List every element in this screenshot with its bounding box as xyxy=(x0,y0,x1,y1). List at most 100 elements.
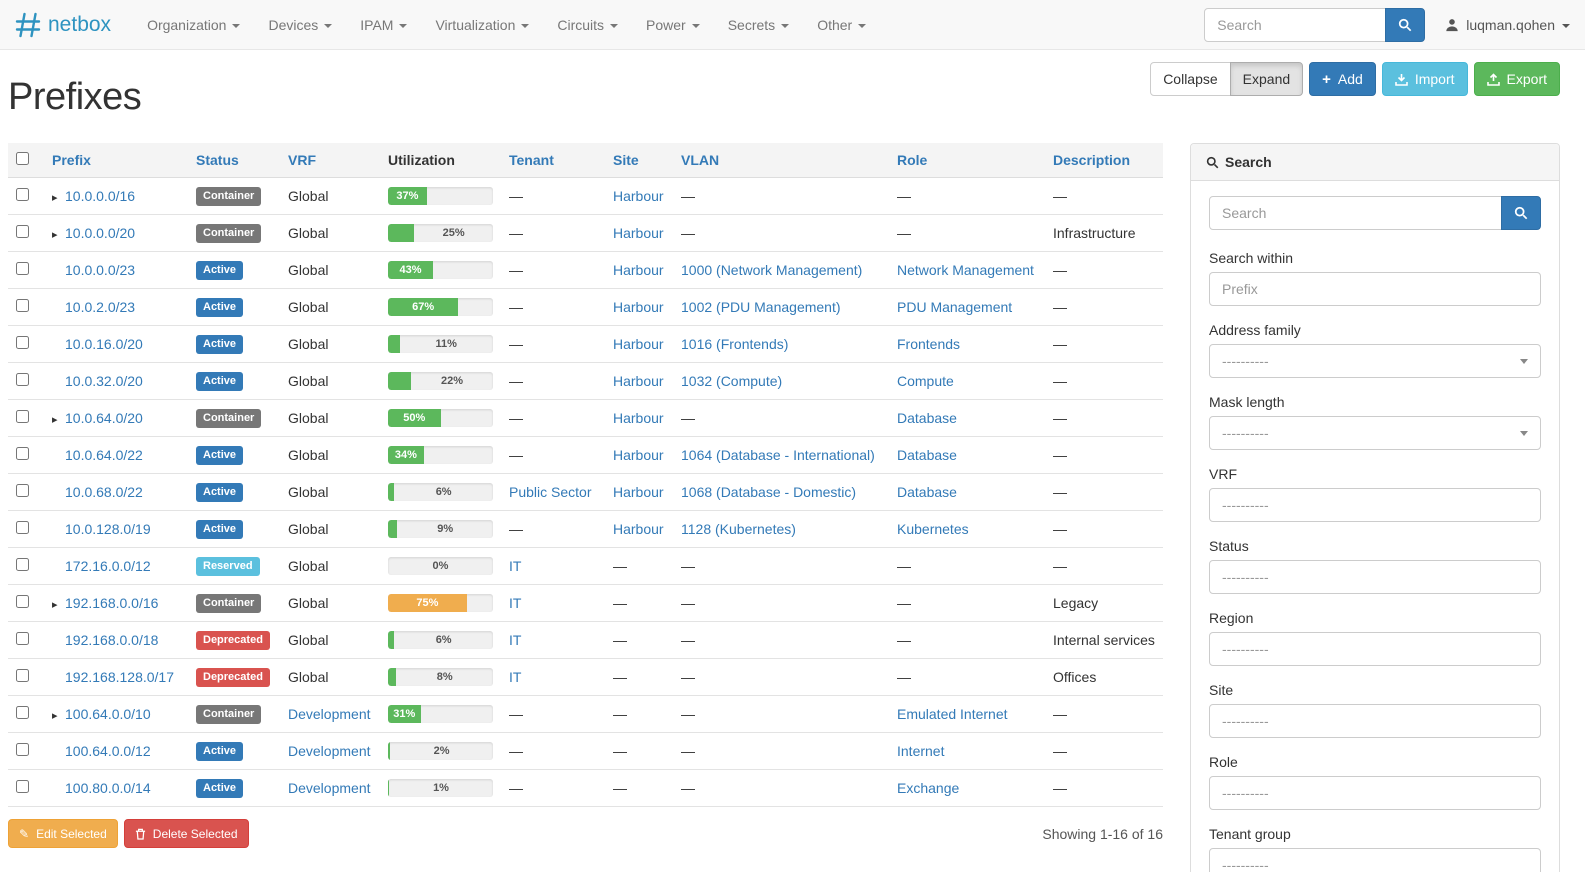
prefix-link[interactable]: 10.0.16.0/20 xyxy=(65,336,143,352)
filter-search-input[interactable] xyxy=(1209,196,1502,230)
prefix-link[interactable]: 10.0.68.0/22 xyxy=(65,484,143,500)
vlan-link[interactable]: 1064 (Database - International) xyxy=(681,447,875,463)
filter-input-status[interactable] xyxy=(1209,560,1541,594)
filter-search-button[interactable] xyxy=(1501,196,1541,230)
vlan-link[interactable]: 1068 (Database - Domestic) xyxy=(681,484,857,500)
edit-selected-button[interactable]: ✎ Edit Selected xyxy=(8,819,118,848)
role-link[interactable]: Exchange xyxy=(897,780,960,796)
role-link[interactable]: Emulated Internet xyxy=(897,706,1008,722)
row-checkbox[interactable] xyxy=(16,484,29,497)
role-link[interactable]: PDU Management xyxy=(897,299,1013,315)
row-checkbox[interactable] xyxy=(16,299,29,312)
row-checkbox[interactable] xyxy=(16,669,29,682)
filter-input-vrf[interactable] xyxy=(1209,488,1541,522)
filter-input-tenant-group[interactable] xyxy=(1209,848,1541,872)
nav-menu-circuits[interactable]: Circuits xyxy=(543,0,632,50)
expand-arrow-icon[interactable]: ▸ xyxy=(52,192,58,204)
row-checkbox[interactable] xyxy=(16,521,29,534)
vrf-link[interactable]: Development xyxy=(288,706,371,722)
vlan-link[interactable]: 1128 (Kubernetes) xyxy=(681,521,796,537)
site-link[interactable]: Harbour xyxy=(613,336,664,352)
expand-arrow-icon[interactable]: ▸ xyxy=(52,414,58,426)
filter-input-role[interactable] xyxy=(1209,776,1541,810)
prefix-link[interactable]: 10.0.32.0/20 xyxy=(65,373,143,389)
site-link[interactable]: Harbour xyxy=(613,299,664,315)
import-button[interactable]: Import xyxy=(1381,62,1468,96)
prefix-link[interactable]: 192.168.0.0/18 xyxy=(65,632,159,648)
column-header-description[interactable]: Description xyxy=(1053,152,1131,168)
tenant-link[interactable]: IT xyxy=(509,669,522,685)
site-link[interactable]: Harbour xyxy=(613,484,664,500)
site-link[interactable]: Harbour xyxy=(613,410,664,426)
collapse-button[interactable]: Collapse xyxy=(1150,62,1231,96)
column-header-role[interactable]: Role xyxy=(897,152,928,168)
site-link[interactable]: Harbour xyxy=(613,188,664,204)
filter-input-site[interactable] xyxy=(1209,704,1541,738)
prefix-link[interactable]: 192.168.128.0/17 xyxy=(65,669,174,685)
select-all-checkbox[interactable] xyxy=(16,152,29,165)
prefix-link[interactable]: 10.0.0.0/20 xyxy=(65,225,136,241)
prefix-link[interactable]: 10.0.128.0/19 xyxy=(65,521,151,537)
tenant-link[interactable]: Public Sector xyxy=(509,484,592,500)
vrf-link[interactable]: Development xyxy=(288,743,371,759)
column-header-vrf[interactable]: VRF xyxy=(288,152,316,168)
expand-arrow-icon[interactable]: ▸ xyxy=(52,710,58,722)
nav-menu-devices[interactable]: Devices xyxy=(254,0,346,50)
site-link[interactable]: Harbour xyxy=(613,521,664,537)
filter-select-mask-length[interactable]: ---------- xyxy=(1209,416,1541,450)
role-link[interactable]: Kubernetes xyxy=(897,521,969,537)
prefix-link[interactable]: 192.168.0.0/16 xyxy=(65,595,159,611)
nav-menu-secrets[interactable]: Secrets xyxy=(714,0,803,50)
expand-button[interactable]: Expand xyxy=(1229,62,1304,96)
filter-input-search-within[interactable] xyxy=(1209,272,1541,306)
role-link[interactable]: Database xyxy=(897,484,957,500)
navbar-search-button[interactable] xyxy=(1385,7,1426,42)
expand-arrow-icon[interactable]: ▸ xyxy=(52,229,58,241)
nav-menu-virtualization[interactable]: Virtualization xyxy=(421,0,543,50)
vlan-link[interactable]: 1002 (PDU Management) xyxy=(681,299,841,315)
row-checkbox[interactable] xyxy=(16,262,29,275)
column-header-tenant[interactable]: Tenant xyxy=(509,152,554,168)
prefix-link[interactable]: 10.0.0.0/16 xyxy=(65,188,136,204)
column-header-prefix[interactable]: Prefix xyxy=(52,152,91,168)
export-button[interactable]: Export xyxy=(1473,62,1560,96)
prefix-link[interactable]: 10.0.64.0/20 xyxy=(65,410,143,426)
role-link[interactable]: Frontends xyxy=(897,336,961,352)
column-header-site[interactable]: Site xyxy=(613,152,639,168)
vlan-link[interactable]: 1000 (Network Management) xyxy=(681,262,863,278)
column-header-vlan[interactable]: VLAN xyxy=(681,152,720,168)
expand-arrow-icon[interactable]: ▸ xyxy=(52,599,58,611)
tenant-link[interactable]: IT xyxy=(509,558,522,574)
nav-menu-organization[interactable]: Organization xyxy=(133,0,254,50)
vlan-link[interactable]: 1016 (Frontends) xyxy=(681,336,789,352)
row-checkbox[interactable] xyxy=(16,780,29,793)
prefix-link[interactable]: 10.0.2.0/23 xyxy=(65,299,136,315)
row-checkbox[interactable] xyxy=(16,632,29,645)
role-link[interactable]: Network Management xyxy=(897,262,1034,278)
nav-menu-ipam[interactable]: IPAM xyxy=(346,0,421,50)
add-button[interactable]: + Add xyxy=(1309,62,1376,96)
user-menu[interactable]: luqman.qohen xyxy=(1445,17,1570,33)
vlan-link[interactable]: 1032 (Compute) xyxy=(681,373,783,389)
delete-selected-button[interactable]: Delete Selected xyxy=(123,819,249,848)
row-checkbox[interactable] xyxy=(16,410,29,423)
row-checkbox[interactable] xyxy=(16,595,29,608)
role-link[interactable]: Compute xyxy=(897,373,954,389)
prefix-link[interactable]: 100.80.0.0/14 xyxy=(65,780,151,796)
nav-menu-other[interactable]: Other xyxy=(803,0,880,50)
prefix-link[interactable]: 10.0.0.0/23 xyxy=(65,262,136,278)
filter-input-region[interactable] xyxy=(1209,632,1541,666)
vrf-link[interactable]: Development xyxy=(288,780,371,796)
column-header-status[interactable]: Status xyxy=(196,152,239,168)
row-checkbox[interactable] xyxy=(16,225,29,238)
site-link[interactable]: Harbour xyxy=(613,225,664,241)
row-checkbox[interactable] xyxy=(16,188,29,201)
row-checkbox[interactable] xyxy=(16,336,29,349)
row-checkbox[interactable] xyxy=(16,558,29,571)
row-checkbox[interactable] xyxy=(16,706,29,719)
nav-menu-power[interactable]: Power xyxy=(632,0,714,50)
prefix-link[interactable]: 172.16.0.0/12 xyxy=(65,558,151,574)
row-checkbox[interactable] xyxy=(16,743,29,756)
netbox-brand[interactable]: netbox xyxy=(15,12,111,38)
tenant-link[interactable]: IT xyxy=(509,595,522,611)
